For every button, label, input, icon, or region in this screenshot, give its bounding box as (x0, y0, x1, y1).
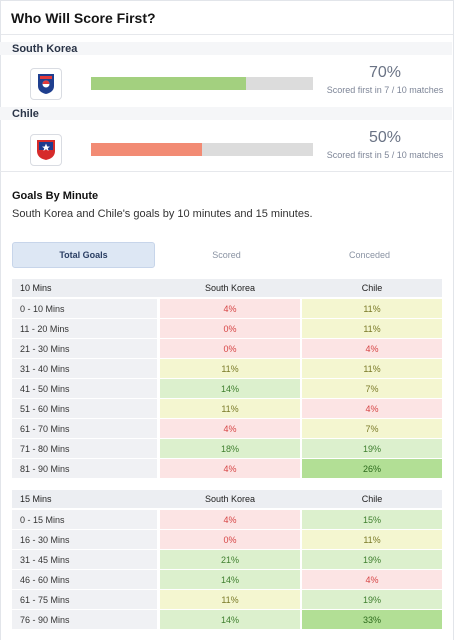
chile-value: 11% (302, 359, 442, 378)
chile-value: 26% (302, 459, 442, 478)
team-name-strip (0, 42, 452, 55)
table-row: 61 - 75 Mins 11% 19% (12, 590, 442, 609)
south-korea-value: 0% (160, 530, 300, 549)
table-header-row: 15 Mins South Korea Chile (12, 490, 442, 508)
row-interval-label: 46 - 60 Mins (12, 570, 157, 589)
table-header-interval: 10 Mins (20, 283, 52, 293)
row-interval-label: 0 - 15 Mins (12, 510, 157, 529)
team-name-strip (0, 107, 452, 120)
chile-value: 11% (302, 319, 442, 338)
goals-by-minute-title: Goals By Minute (12, 190, 99, 202)
table-header-team-a: South Korea (204, 494, 256, 504)
page-title: Who Will Score First? (11, 9, 156, 26)
row-interval-label: 61 - 70 Mins (12, 419, 157, 438)
tab-conceded[interactable]: Conceded (348, 250, 391, 260)
chile-value: 19% (302, 590, 442, 609)
row-interval-label: 81 - 90 Mins (12, 459, 157, 478)
south-korea-value: 11% (160, 359, 300, 378)
south-korea-progress-bar (91, 77, 313, 90)
chile-value: 19% (302, 550, 442, 569)
chile-value: 4% (302, 339, 442, 358)
table-row: 21 - 30 Mins 0% 4% (12, 339, 442, 358)
table-row: 11 - 20 Mins 0% 11% (12, 319, 442, 338)
chile-value: 33% (302, 610, 442, 629)
chile-crest-icon (30, 134, 62, 166)
table-row: 51 - 60 Mins 11% 4% (12, 399, 442, 418)
table-row: 0 - 15 Mins 4% 15% (12, 510, 442, 529)
south-korea-value: 4% (160, 299, 300, 318)
row-interval-label: 71 - 80 Mins (12, 439, 157, 458)
korea-crest-icon (30, 68, 62, 100)
table-row: 76 - 90 Mins 14% 33% (12, 610, 442, 629)
team-name-south-korea: South Korea (12, 43, 78, 55)
table-row: 31 - 45 Mins 21% 19% (12, 550, 442, 569)
south-korea-value: 0% (160, 319, 300, 338)
chile-value: 7% (302, 419, 442, 438)
row-interval-label: 11 - 20 Mins (12, 319, 157, 338)
table-row: 71 - 80 Mins 18% 19% (12, 439, 442, 458)
table-row: 81 - 90 Mins 4% 26% (12, 459, 442, 478)
south-korea-value: 14% (160, 610, 300, 629)
chile-subtitle: Scored first in 5 / 10 matches (326, 150, 444, 160)
south-korea-value: 4% (160, 510, 300, 529)
table-row: 0 - 10 Mins 4% 11% (12, 299, 442, 318)
table-row: 61 - 70 Mins 4% 7% (12, 419, 442, 438)
table-row: 16 - 30 Mins 0% 11% (12, 530, 442, 549)
south-korea-value: 14% (160, 379, 300, 398)
table-header-team-a: South Korea (204, 283, 256, 293)
chile-value: 7% (302, 379, 442, 398)
south-korea-value: 11% (160, 590, 300, 609)
south-korea-value: 18% (160, 439, 300, 458)
south-korea-value: 14% (160, 570, 300, 589)
table-row: 31 - 40 Mins 11% 11% (12, 359, 442, 378)
south-korea-subtitle: Scored first in 7 / 10 matches (326, 85, 444, 95)
row-interval-label: 31 - 40 Mins (12, 359, 157, 378)
row-interval-label: 31 - 45 Mins (12, 550, 157, 569)
row-interval-label: 21 - 30 Mins (12, 339, 157, 358)
table-header-row: 10 Mins South Korea Chile (12, 279, 442, 297)
table-row: 46 - 60 Mins 14% 4% (12, 570, 442, 589)
row-interval-label: 51 - 60 Mins (12, 399, 157, 418)
table-header-team-b: Chile (361, 283, 383, 293)
row-interval-label: 0 - 10 Mins (12, 299, 157, 318)
table-header-team-b: Chile (361, 494, 383, 504)
south-korea-value: 4% (160, 459, 300, 478)
row-interval-label: 41 - 50 Mins (12, 379, 157, 398)
row-interval-label: 16 - 30 Mins (12, 530, 157, 549)
chile-progress-bar (91, 143, 313, 156)
goals-by-minute-description: South Korea and Chile's goals by 10 minu… (12, 208, 313, 220)
section-divider (0, 171, 452, 172)
goals-table-10-mins: 10 Mins South Korea Chile 0 - 10 Mins 4% 1… (12, 279, 442, 479)
south-korea-value: 11% (160, 399, 300, 418)
chile-value: 11% (302, 299, 442, 318)
table-row: 41 - 50 Mins 14% 7% (12, 379, 442, 398)
south-korea-percent: 70% (368, 64, 402, 81)
chile-percent: 50% (368, 129, 402, 146)
row-interval-label: 76 - 90 Mins (12, 610, 157, 629)
team-name-chile: Chile (12, 108, 39, 120)
chile-value: 4% (302, 399, 442, 418)
chile-value: 19% (302, 439, 442, 458)
south-korea-value: 21% (160, 550, 300, 569)
chile-value: 11% (302, 530, 442, 549)
row-interval-label: 61 - 75 Mins (12, 590, 157, 609)
chile-value: 4% (302, 570, 442, 589)
south-korea-value: 4% (160, 419, 300, 438)
table-header-interval: 15 Mins (20, 494, 52, 504)
goals-tabs: Total Goals Scored Conceded (12, 242, 442, 268)
goals-table-15-mins: 15 Mins South Korea Chile 0 - 15 Mins 4% 1… (12, 490, 442, 630)
chile-progress-fill (91, 143, 202, 156)
chile-value: 15% (302, 510, 442, 529)
south-korea-progress-fill (91, 77, 247, 90)
tab-total-goals[interactable]: Total Goals (12, 242, 155, 268)
south-korea-value: 0% (160, 339, 300, 358)
card-header: Who Will Score First? (1, 1, 453, 35)
tab-scored[interactable]: Scored (212, 250, 241, 260)
